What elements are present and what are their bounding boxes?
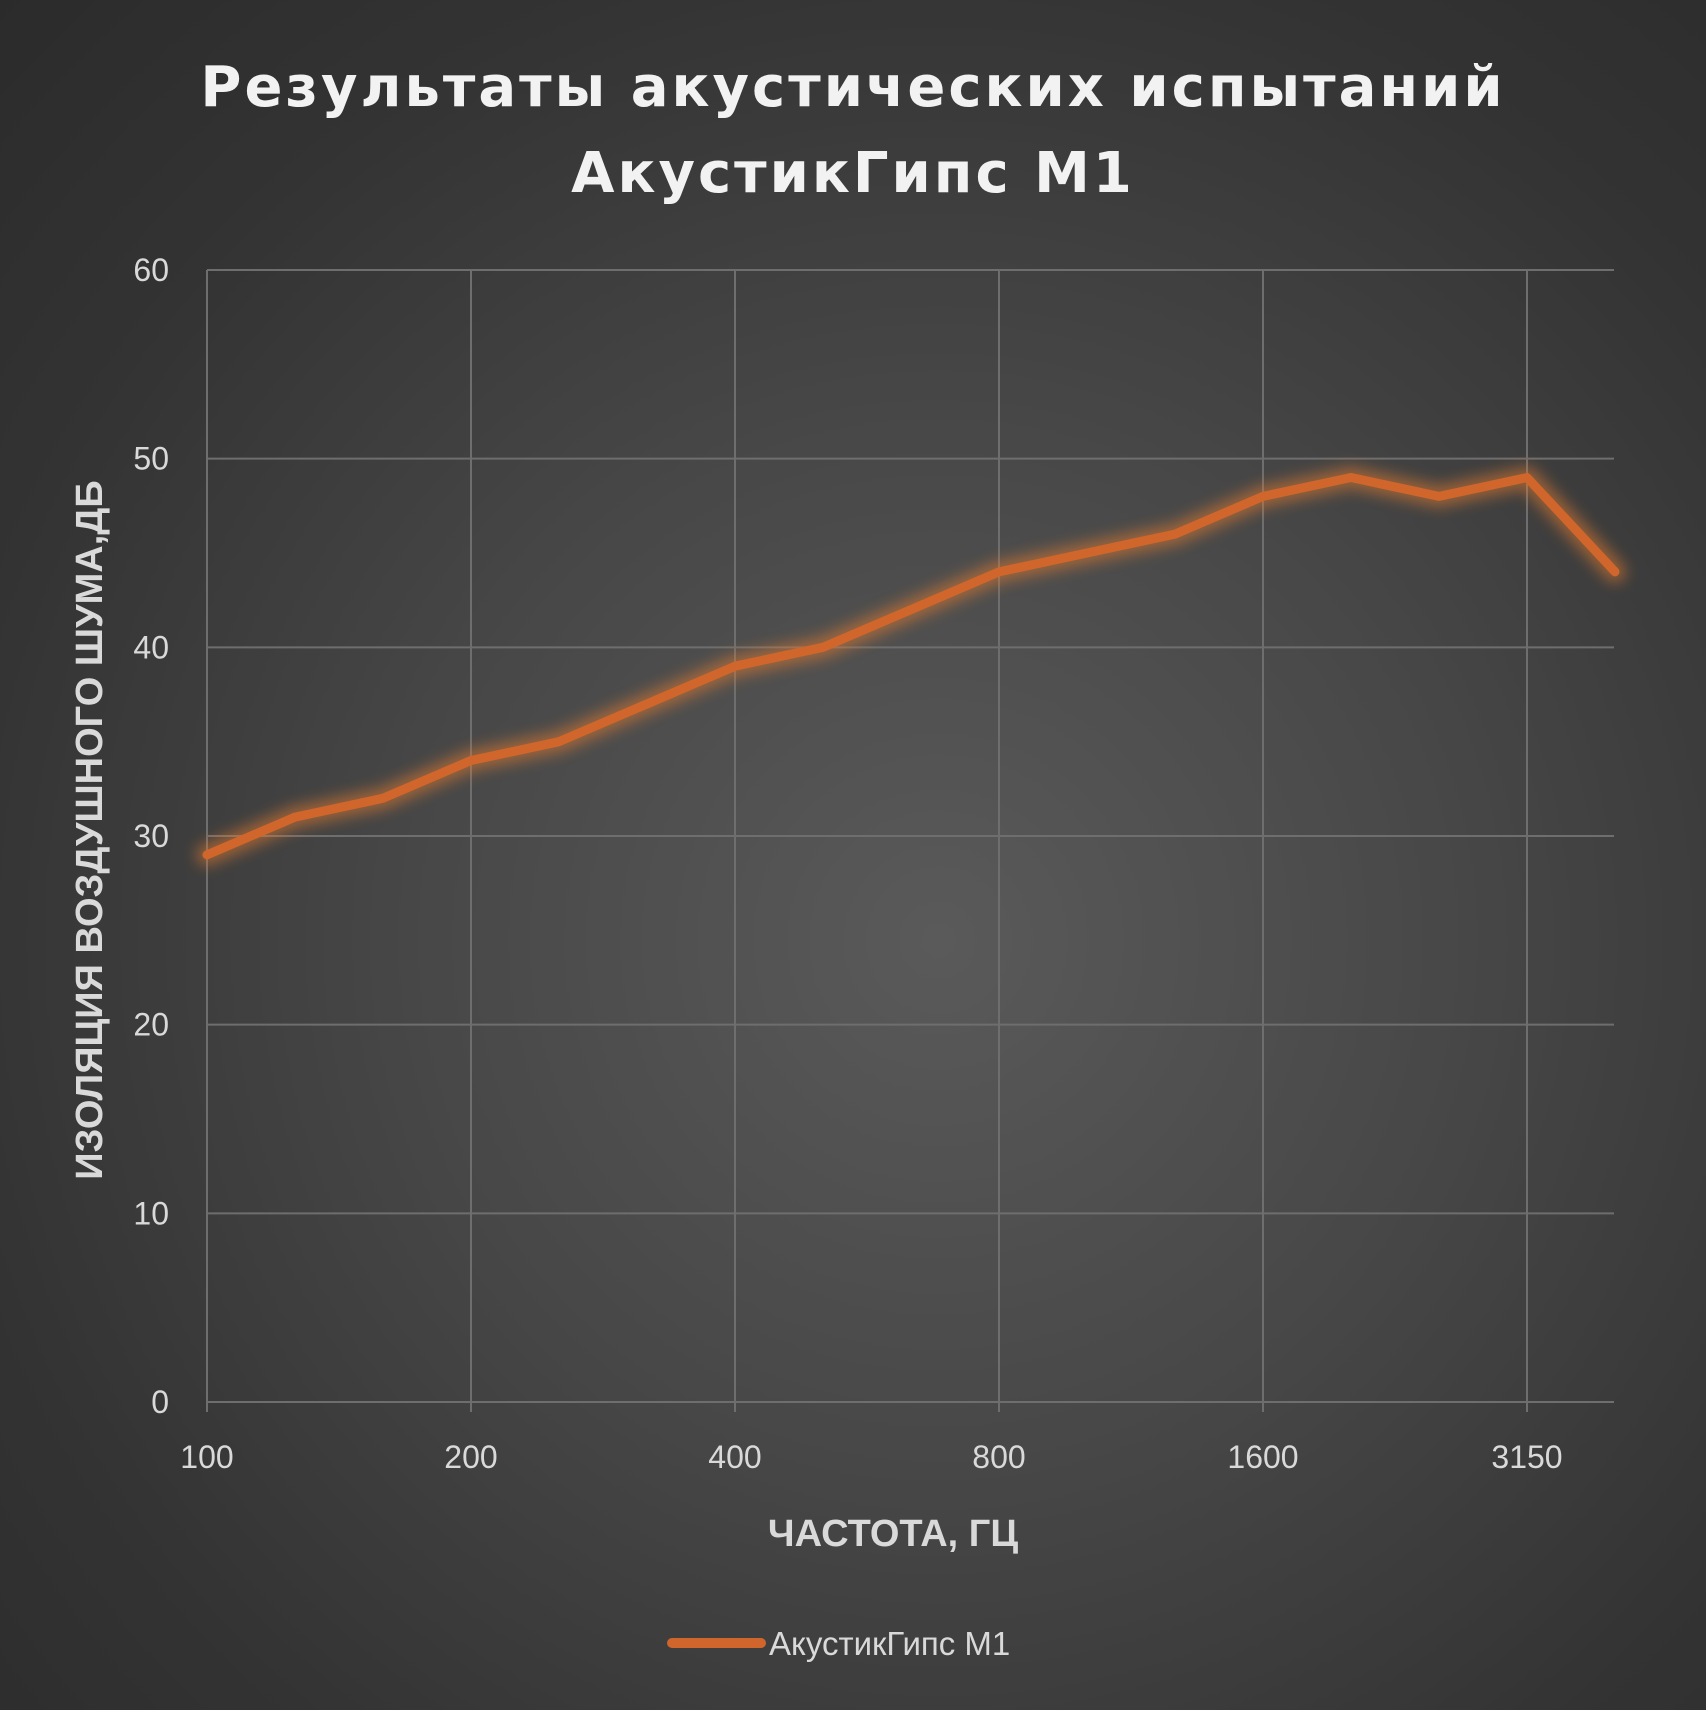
y-tick-label: 20	[133, 1007, 169, 1043]
series-layer	[196, 466, 1626, 866]
x-tick-label: 200	[444, 1439, 497, 1475]
x-axis-title: ЧАСТОТА, ГЦ	[768, 1513, 1018, 1555]
x-tick-label: 1600	[1227, 1439, 1298, 1475]
series-line-glow	[196, 466, 1626, 866]
y-tick-label: 40	[133, 629, 169, 665]
x-axis-ticks: 100 200 400 800 1600 3150	[180, 1439, 1562, 1475]
x-tick-label: 3150	[1491, 1439, 1562, 1475]
chart-title-line-1: Результаты акустических испытаний	[200, 55, 1505, 120]
series-line-akustikgips-m1	[202, 473, 1620, 860]
legend-label: АкустикГипс М1	[769, 1625, 1010, 1662]
y-tick-label: 50	[133, 441, 169, 477]
x-tick-label: 400	[708, 1439, 761, 1475]
y-tick-label: 0	[151, 1384, 169, 1420]
x-tick-label: 800	[972, 1439, 1025, 1475]
x-tick-label: 100	[180, 1439, 233, 1475]
chart-title-line-2: АкустикГипс М1	[571, 141, 1135, 206]
gridlines	[206, 269, 1614, 1412]
y-axis-title: ИЗОЛЯЦИЯ ВОЗДУШНОГО ШУМА,ДБ	[69, 480, 111, 1179]
y-tick-label: 10	[133, 1195, 169, 1231]
legend: АкустикГипс М1	[667, 1625, 1010, 1662]
y-tick-label: 60	[133, 252, 169, 288]
y-tick-label: 30	[133, 818, 169, 854]
y-axis-ticks: 0 10 20 30 40 50 60	[133, 252, 169, 1420]
